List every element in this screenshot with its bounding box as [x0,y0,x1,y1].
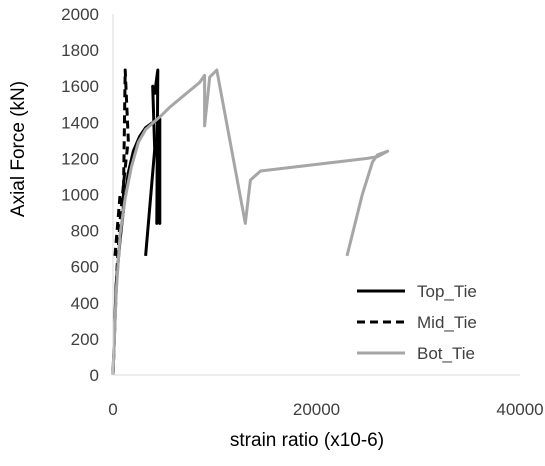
y-tick-label: 1000 [61,186,99,205]
y-tick-label: 1200 [61,149,99,168]
x-axis-title: strain ratio (x10-6) [230,430,384,451]
y-tick-label: 1800 [61,41,99,60]
y-tick-label: 1600 [61,77,99,96]
x-tick-label: 20000 [293,400,340,419]
y-tick-label: 2000 [61,5,99,24]
legend: Top_Tie Mid_Tie Bot_Tie [357,282,477,363]
x-tick-label: 40000 [496,400,543,419]
legend-label: Bot_Tie [417,344,475,363]
series-layer [111,68,390,376]
y-tick-label: 400 [71,294,99,313]
y-tick-label: 1400 [61,113,99,132]
legend-label: Top_Tie [417,282,477,301]
legend-label: Mid_Tie [417,313,477,332]
y-tick-label: 600 [71,258,99,277]
y-tick-label: 200 [71,330,99,349]
series-line-bot-tie [111,68,390,376]
y-tick-label: 0 [90,366,99,385]
y-axis-title: Axial Force (kN) [8,81,29,217]
series-line-top-tie [111,68,162,376]
series-line-mid-tie [111,68,130,376]
x-tick-label: 0 [108,400,117,419]
y-tick-label: 800 [71,222,99,241]
